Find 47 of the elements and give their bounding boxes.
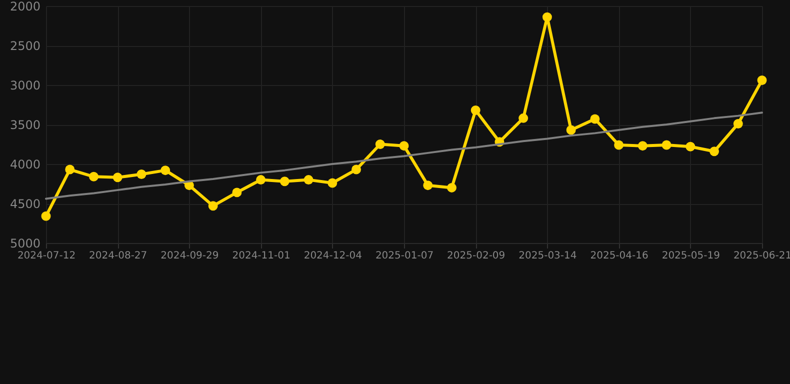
point: [757, 76, 767, 85]
x-tick-label: 2025-02-09: [447, 250, 506, 262]
line-series: [45, 112, 763, 200]
y-tick-label: 3500: [10, 118, 40, 132]
point: [112, 172, 122, 182]
x-tick-label: 2024-07-12: [17, 250, 76, 262]
x-tick-label: 2024-11-01: [232, 250, 290, 262]
point: [470, 106, 480, 116]
point: [710, 146, 720, 156]
point: [590, 114, 600, 124]
point: [160, 166, 170, 176]
point: [446, 182, 456, 192]
x-tick-label: 2025-04-16: [590, 250, 648, 262]
point: [41, 211, 51, 221]
point: [352, 164, 362, 174]
point: [256, 175, 266, 185]
y-tick-label: 2500: [10, 39, 40, 53]
point: [280, 176, 290, 186]
point: [614, 140, 624, 150]
point: [518, 113, 528, 123]
y-tick-label: 2000: [10, 0, 40, 14]
point: [566, 125, 576, 135]
point: [232, 188, 242, 198]
x-tick-label: 2025-05-19: [662, 250, 720, 262]
x-tick-label: 2025-03-14: [518, 250, 577, 262]
y-tick-label: 5000: [10, 236, 40, 250]
point: [399, 141, 409, 151]
y-tick-label: 4000: [10, 158, 40, 172]
x-tick-label: 2024-08-27: [89, 250, 148, 262]
point: [88, 172, 98, 182]
point: [375, 140, 385, 149]
point: [328, 178, 338, 188]
x-tick-label: 2024-09-29: [160, 250, 219, 262]
point: [136, 170, 146, 180]
point: [208, 201, 218, 211]
point: [638, 141, 648, 151]
point: [662, 140, 672, 150]
y-tick-label: 4500: [10, 197, 40, 211]
point: [304, 175, 314, 185]
point: [423, 180, 433, 190]
y-tick-label: 3000: [10, 78, 40, 92]
point: [686, 142, 696, 152]
x-tick-label: 2024-12-04: [304, 250, 362, 262]
point: [65, 164, 75, 174]
point: [542, 12, 552, 22]
point: [733, 118, 743, 128]
x-tick-label: 2025-01-07: [375, 250, 434, 262]
